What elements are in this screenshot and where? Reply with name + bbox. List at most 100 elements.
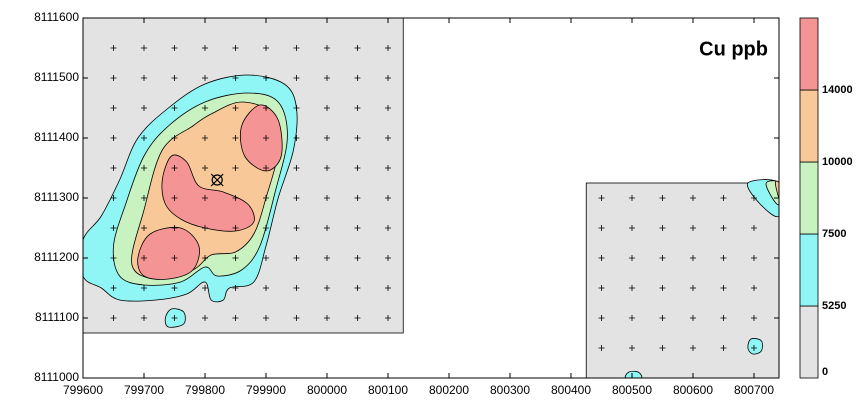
sample-point <box>232 75 239 81</box>
sample-point <box>262 165 269 171</box>
sample-point <box>171 285 178 291</box>
sample-point <box>293 315 300 321</box>
contour <box>774 180 779 199</box>
sample-point <box>384 195 391 201</box>
sample-point <box>110 105 117 111</box>
x-tick-label: 800600 <box>673 383 713 397</box>
sample-point <box>293 45 300 51</box>
sample-point <box>689 285 696 291</box>
sample-point <box>171 255 178 261</box>
sample-point <box>293 195 300 201</box>
sample-point <box>384 135 391 141</box>
sample-point <box>201 255 208 261</box>
sample-point <box>110 255 117 261</box>
colorbar-band <box>799 89 819 163</box>
sample-point <box>201 135 208 141</box>
x-tick-label: 799900 <box>246 383 286 397</box>
sample-point <box>323 75 330 81</box>
sample-point <box>628 345 635 351</box>
sample-point <box>323 315 330 321</box>
sample-point <box>689 255 696 261</box>
sample-point <box>659 225 666 231</box>
sample-point <box>201 165 208 171</box>
sample-point <box>384 165 391 171</box>
sample-point <box>110 285 117 291</box>
x-tick-label: 799700 <box>124 383 164 397</box>
sample-point <box>689 225 696 231</box>
x-tick-label: 799800 <box>185 383 225 397</box>
sample-point <box>110 165 117 171</box>
y-tick-label: 8111000 <box>34 370 79 384</box>
sample-point <box>201 285 208 291</box>
sample-point <box>323 45 330 51</box>
sample-point <box>262 45 269 51</box>
sample-point <box>110 135 117 141</box>
sample-point <box>354 195 361 201</box>
colorbar-band <box>799 233 819 307</box>
sample-point <box>323 135 330 141</box>
plot-area <box>83 18 779 378</box>
sample-point <box>354 285 361 291</box>
sample-point <box>140 285 147 291</box>
x-tick-label: 800000 <box>307 383 347 397</box>
colorbar-band <box>799 161 819 235</box>
contour <box>624 370 643 378</box>
sample-point <box>201 105 208 111</box>
sample-point <box>232 135 239 141</box>
sample-point <box>140 225 147 231</box>
sample-point <box>750 195 757 201</box>
sample-point <box>232 225 239 231</box>
sample-point <box>354 225 361 231</box>
sample-point <box>628 315 635 321</box>
sample-point <box>720 195 727 201</box>
sample-point <box>323 285 330 291</box>
sample-point <box>323 195 330 201</box>
sample-point <box>262 255 269 261</box>
sample-point <box>628 225 635 231</box>
sample-point <box>293 75 300 81</box>
sample-point <box>384 105 391 111</box>
sample-point <box>140 75 147 81</box>
sample-point <box>720 255 727 261</box>
sample-point <box>293 165 300 171</box>
sample-point <box>384 225 391 231</box>
x-tick-label: 800500 <box>612 383 652 397</box>
sample-point <box>598 345 605 351</box>
sample-point <box>171 225 178 231</box>
sample-point <box>354 75 361 81</box>
y-tick-label: 8111100 <box>35 310 79 324</box>
sample-point <box>659 315 666 321</box>
colorbar: 0 5250 7500 10000 14000 <box>799 17 853 379</box>
colorbar-band <box>799 17 819 91</box>
sample-point <box>720 315 727 321</box>
sample-point <box>750 225 757 231</box>
sample-point <box>232 105 239 111</box>
y-tick-label: 8111300 <box>34 190 79 204</box>
sample-point <box>384 75 391 81</box>
sample-point <box>750 345 757 351</box>
sample-point <box>201 75 208 81</box>
contour <box>747 338 763 355</box>
sample-point <box>293 255 300 261</box>
sample-point <box>659 285 666 291</box>
sample-point <box>201 45 208 51</box>
sample-point <box>140 255 147 261</box>
colorbar-label: 0 <box>822 366 828 378</box>
sample-point <box>232 315 239 321</box>
sample-point <box>323 105 330 111</box>
y-tick-label: 8111600 <box>34 10 79 24</box>
sample-point <box>232 45 239 51</box>
sample-point <box>628 195 635 201</box>
y-tick-label: 8111500 <box>34 70 79 84</box>
sample-point <box>110 315 117 321</box>
survey-area <box>585 182 779 378</box>
sample-point <box>262 225 269 231</box>
sample-point <box>232 165 239 171</box>
sample-point <box>140 45 147 51</box>
sample-point <box>354 105 361 111</box>
x-tick-label: 799600 <box>63 383 103 397</box>
sample-point <box>171 195 178 201</box>
sample-point <box>110 75 117 81</box>
sample-point <box>140 195 147 201</box>
